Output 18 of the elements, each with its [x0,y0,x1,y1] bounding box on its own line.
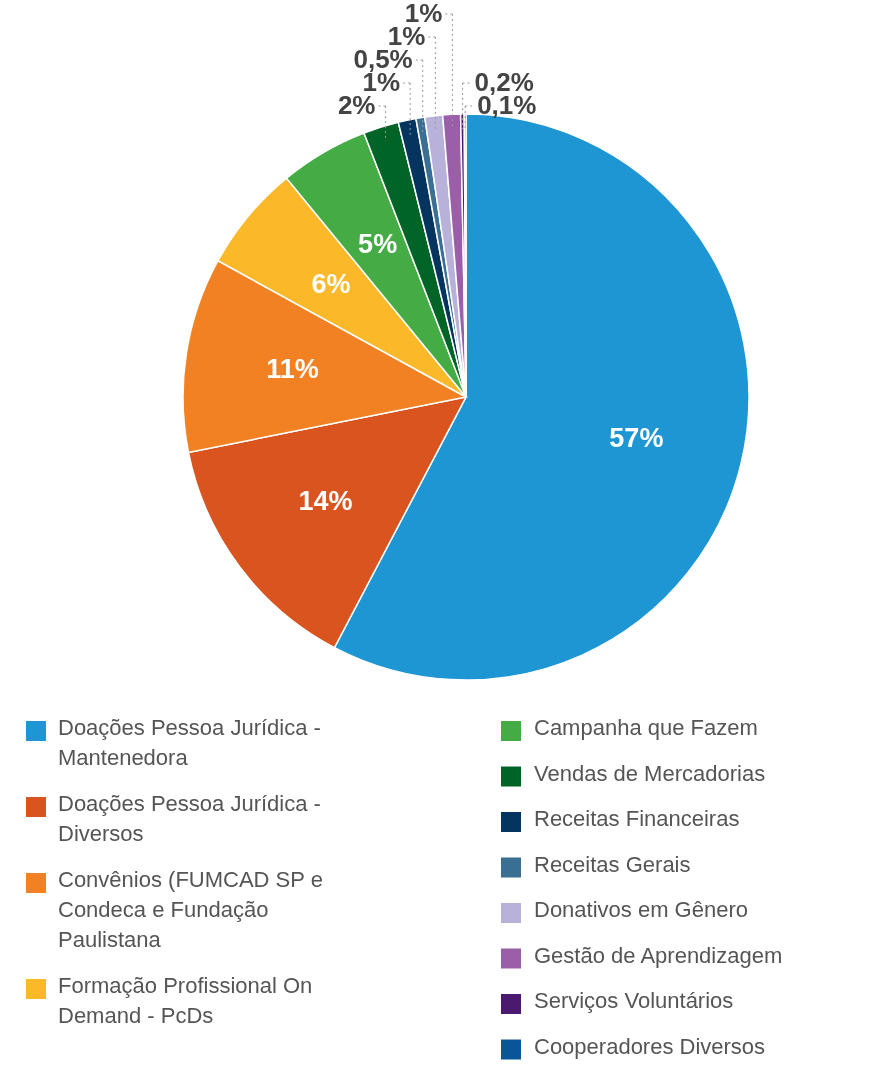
data-label: 5% [358,229,398,260]
legend-label: Serviços Voluntários [534,988,734,1013]
legend-label: Receitas Gerais [534,851,691,877]
data-label: 6% [311,268,351,299]
legend-label: Campanha que Fazem [534,715,758,740]
legend-label: Gestão de Aprendizagem [534,942,783,968]
legend-label: Convênios (FUMCAD SP e Condeca e Fundação Paulistana [58,867,323,952]
legend-label: Doações Pessoa Jurídica - Mantenedora [58,715,321,770]
data-label: 14% [298,486,353,517]
legend-label: Formação Profissional On Demand - PcDs [58,973,313,1028]
legend-label: Doações Pessoa Jurídica - Diversos [58,791,321,846]
data-label: 2% [337,90,376,120]
legend-label: Donativos em Gênero [534,897,748,922]
data-label: 11% [266,354,319,385]
legend-label: Receitas Financeiras [534,806,740,831]
data-label: 57% [609,422,664,453]
legend-label: Cooperadores Diversos [534,1033,766,1059]
legend-label: Vendas de Mercadorias [534,760,766,786]
